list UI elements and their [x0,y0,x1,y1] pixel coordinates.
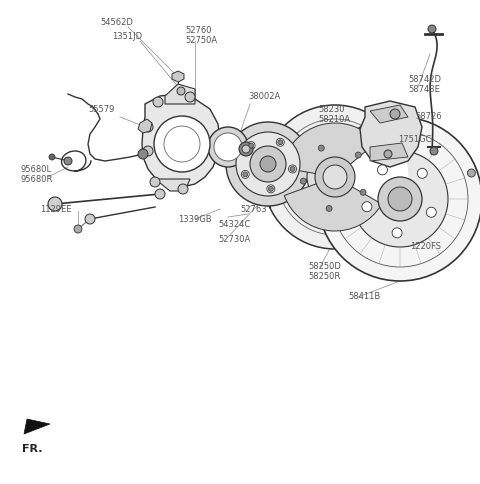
Circle shape [247,142,255,150]
Circle shape [236,133,300,197]
Circle shape [300,179,306,185]
Text: 38002A: 38002A [248,92,280,101]
Text: 52730A: 52730A [218,235,250,243]
Text: 1351JD: 1351JD [112,32,142,41]
Circle shape [155,190,165,199]
Polygon shape [24,419,50,434]
Circle shape [268,187,273,192]
Circle shape [243,172,248,178]
Circle shape [143,147,153,157]
Circle shape [307,150,363,206]
Text: 58742D
58743E: 58742D 58743E [408,75,441,94]
Text: 55579: 55579 [88,105,114,114]
Circle shape [143,123,153,133]
Circle shape [318,118,480,281]
Circle shape [49,155,55,161]
Circle shape [392,228,402,239]
Circle shape [378,178,422,222]
Circle shape [263,106,407,249]
Circle shape [185,93,195,103]
Circle shape [153,98,163,108]
Circle shape [388,188,412,212]
Circle shape [85,214,95,225]
Polygon shape [172,72,184,83]
Circle shape [249,144,253,149]
Polygon shape [370,144,408,162]
Circle shape [150,178,160,188]
Circle shape [177,88,185,96]
Circle shape [384,151,392,159]
Circle shape [260,157,276,173]
Circle shape [352,151,448,247]
Polygon shape [360,102,422,167]
Circle shape [64,158,72,166]
Circle shape [355,153,361,159]
Circle shape [278,140,283,145]
Circle shape [428,26,436,34]
Circle shape [276,139,284,147]
Text: FR.: FR. [22,443,43,453]
Circle shape [417,169,427,179]
Circle shape [315,158,355,197]
Circle shape [426,208,436,218]
Text: 1129EE: 1129EE [40,205,72,213]
Text: 1220FS: 1220FS [410,242,441,251]
Polygon shape [155,180,190,192]
Polygon shape [165,85,195,105]
Circle shape [74,226,82,233]
Text: 58230
58210A: 58230 58210A [318,105,350,124]
Circle shape [154,117,210,173]
Circle shape [323,166,347,190]
Circle shape [326,206,332,212]
Circle shape [362,202,372,212]
Wedge shape [282,124,376,178]
Circle shape [250,147,286,182]
Text: 58250D
58250R: 58250D 58250R [308,261,341,281]
Text: 1751GC: 1751GC [398,135,432,144]
Text: 54324C: 54324C [218,220,250,228]
Circle shape [430,148,438,156]
Circle shape [318,146,324,152]
Circle shape [214,134,242,162]
Polygon shape [142,95,220,188]
Text: 54562D: 54562D [100,18,133,27]
Circle shape [242,146,250,154]
Circle shape [468,170,475,178]
Text: 58726: 58726 [415,112,442,121]
Circle shape [241,171,249,179]
Circle shape [48,197,62,212]
Circle shape [377,166,387,176]
Text: 95680L
95680R: 95680L 95680R [20,165,52,184]
Circle shape [267,185,275,194]
Polygon shape [138,120,152,134]
Circle shape [226,123,310,207]
Text: 58411B: 58411B [348,291,380,301]
Wedge shape [335,115,407,213]
Wedge shape [284,178,382,231]
Text: 1339GB: 1339GB [178,214,212,224]
Circle shape [288,166,297,174]
Circle shape [178,184,188,195]
Circle shape [138,150,148,160]
Text: 52760
52750A: 52760 52750A [185,26,217,45]
Circle shape [290,167,295,172]
Circle shape [239,143,253,157]
Text: 52763: 52763 [240,205,266,213]
Polygon shape [370,106,408,124]
Circle shape [360,190,366,196]
Circle shape [390,110,400,120]
Circle shape [208,128,248,167]
